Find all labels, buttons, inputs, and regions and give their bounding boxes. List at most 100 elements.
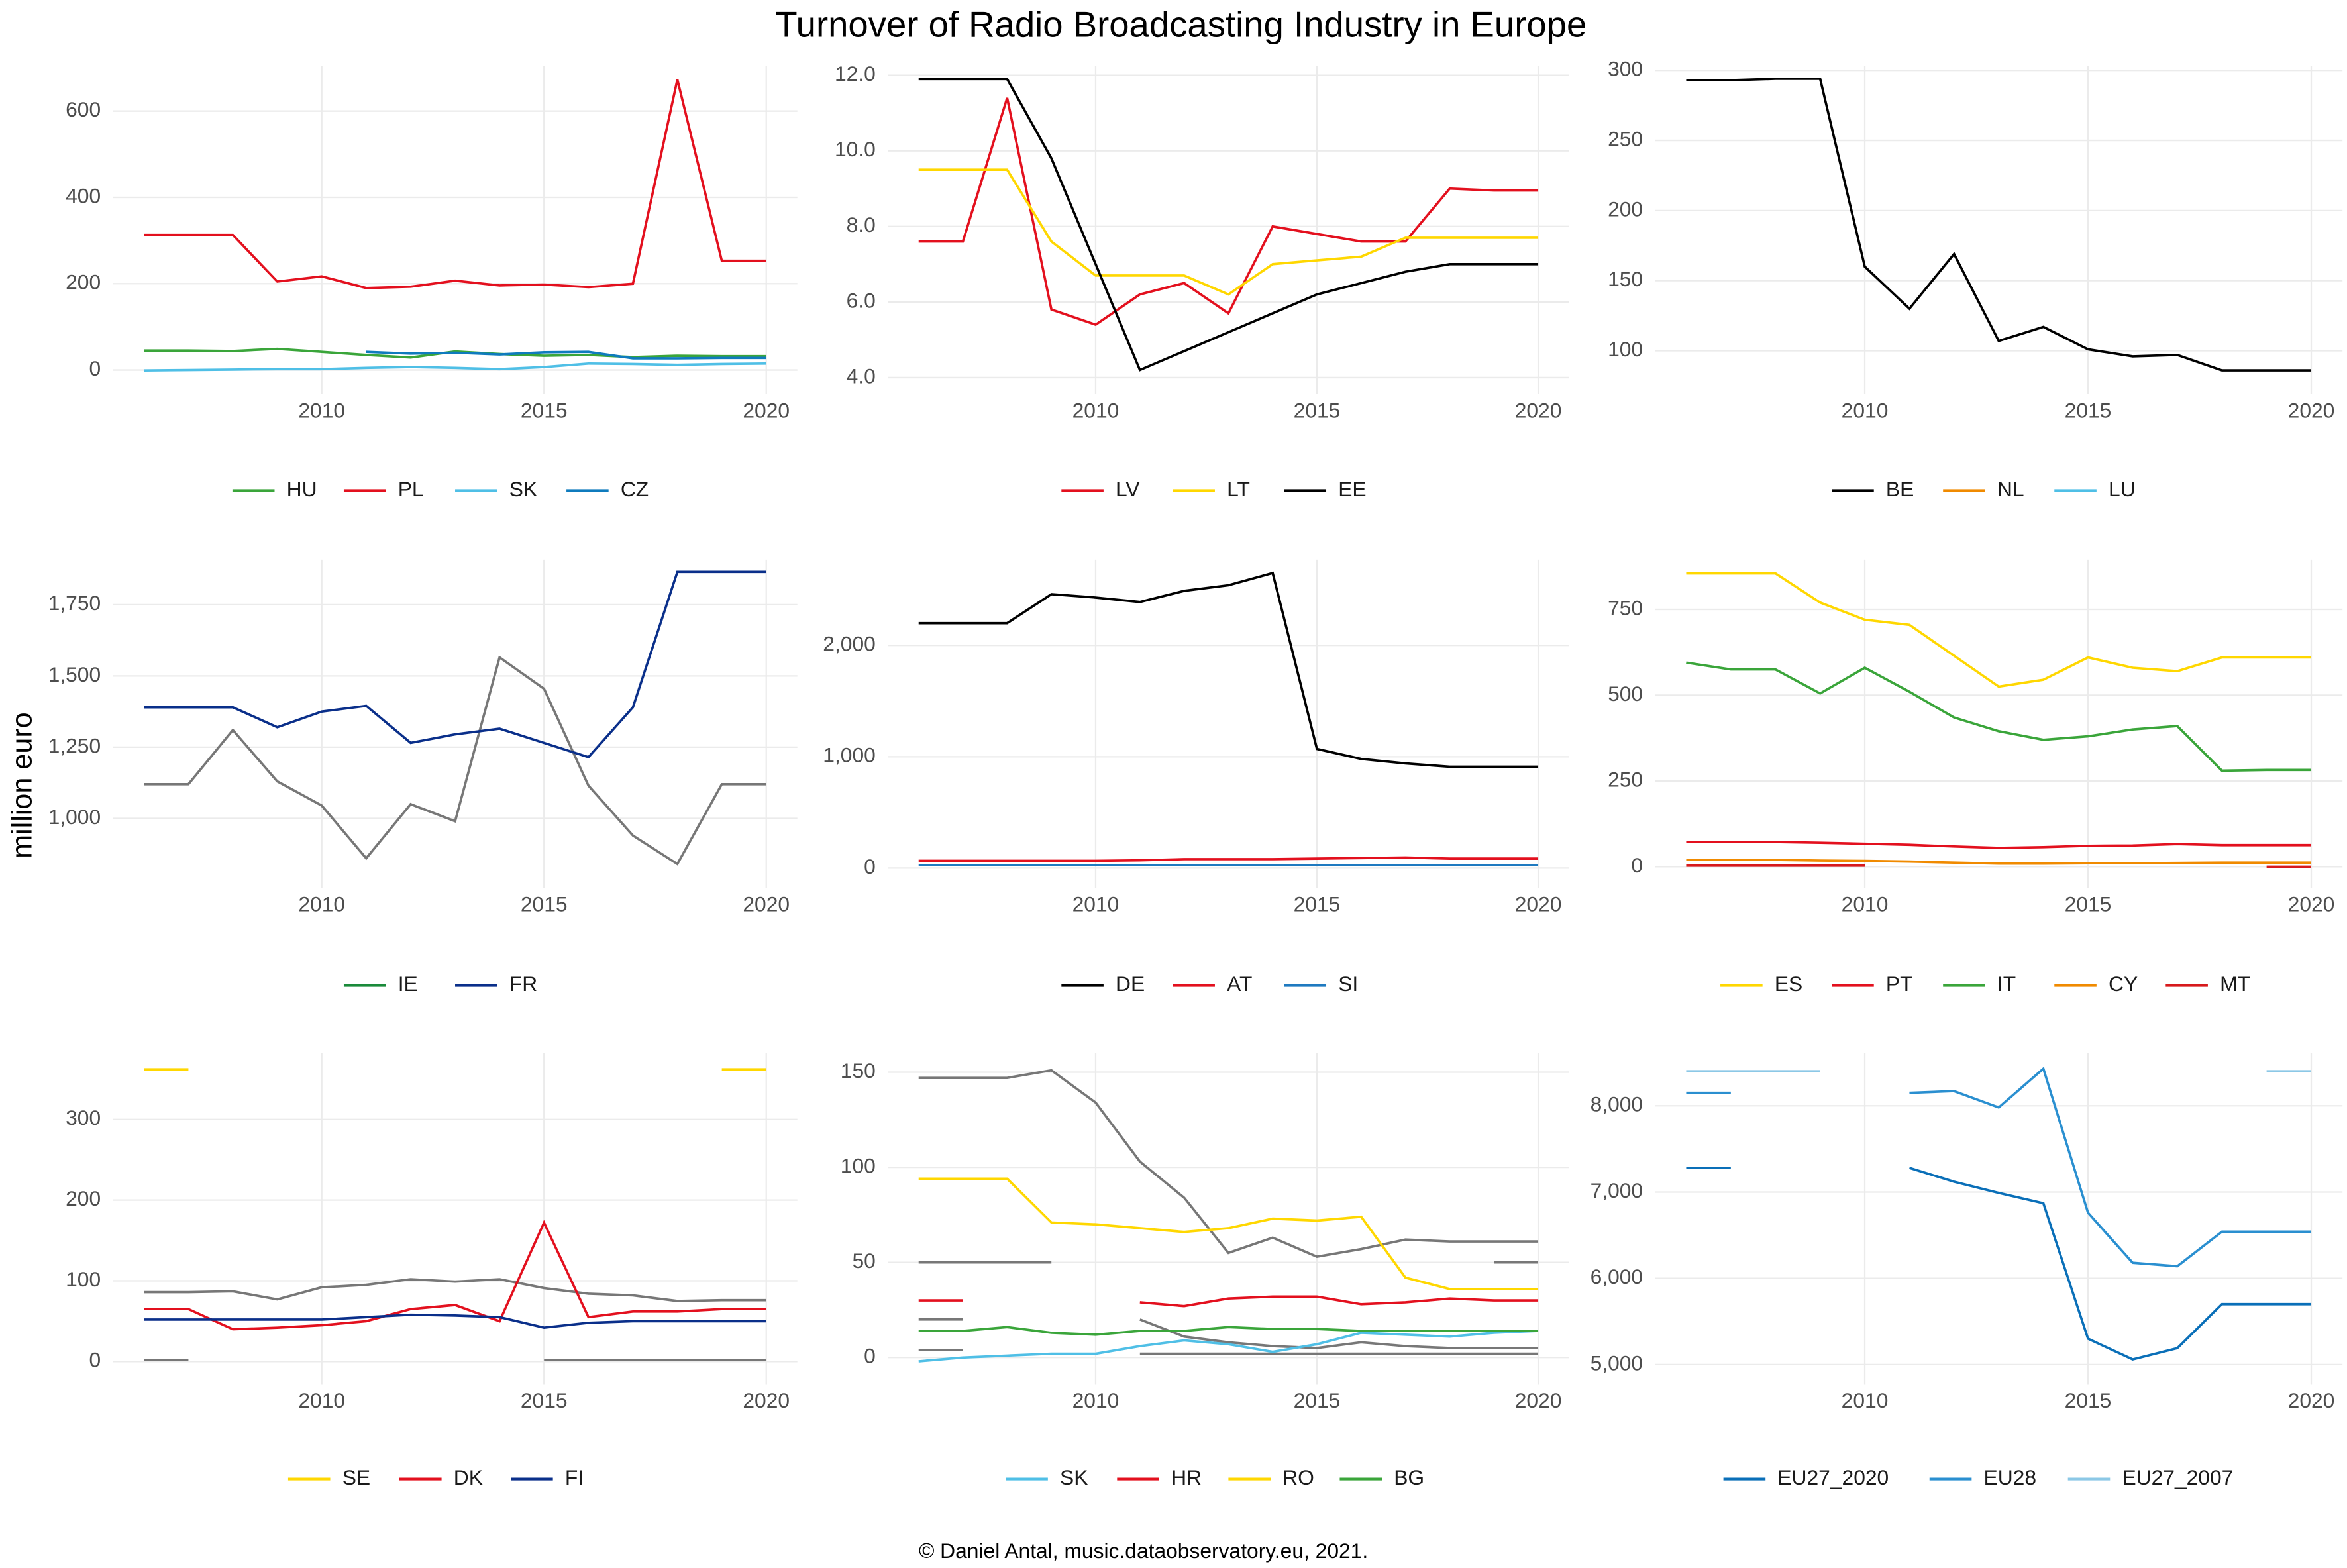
y-tick-label: 200	[1608, 197, 1643, 221]
data-line	[918, 856, 1539, 862]
x-tick-label: 2020	[2288, 399, 2335, 423]
data-line	[918, 1177, 1539, 1290]
legend-label: BG	[1394, 1465, 1424, 1489]
data-line	[366, 350, 766, 360]
panel: 4.0 6.0 8.0 10.0 12.0 2010 2015 2020 LV LT EE	[835, 62, 1569, 501]
data-line	[1908, 1167, 2312, 1361]
legend-label: EU27_2007	[2122, 1465, 2233, 1489]
legend-label: RO	[1282, 1465, 1314, 1489]
x-tick-label: 2020	[2288, 892, 2335, 916]
x-tick-label: 2015	[1294, 1388, 1341, 1412]
legend-label: ES	[1775, 972, 1802, 996]
y-tick-label: 0	[89, 1348, 101, 1372]
y-tick-label: 6.0	[847, 288, 876, 312]
y-tick-label: 6,000	[1591, 1265, 1643, 1288]
x-tick-label: 2010	[298, 892, 345, 916]
y-tick-label: 1,750	[48, 591, 101, 615]
y-tick-label: 7,000	[1591, 1178, 1643, 1202]
legend-label: MT	[2220, 972, 2250, 996]
y-tick-label: 0	[89, 356, 101, 380]
y-tick-label: 0	[864, 855, 876, 878]
x-tick-label: 2020	[1515, 892, 1562, 916]
x-tick-label: 2015	[2065, 399, 2112, 423]
legend-label: HR	[1171, 1465, 1202, 1489]
y-tick-label: 4.0	[847, 364, 876, 388]
chart-title: Turnover of Radio Broadcasting Industry …	[775, 4, 1587, 44]
data-line	[918, 571, 1539, 768]
x-tick-label: 2010	[1072, 1388, 1120, 1412]
data-line	[918, 1326, 1539, 1336]
data-line	[1139, 1318, 1539, 1349]
data-line	[918, 168, 1539, 296]
legend-label: BE	[1886, 477, 1914, 501]
y-tick-label: 100	[66, 1267, 101, 1291]
legend-label: SI	[1338, 972, 1358, 996]
y-tick-label: 200	[66, 270, 101, 294]
y-tick-label: 250	[1608, 767, 1643, 791]
panel: 0 100 200 300 2010 2015 2020 SE DK FI	[66, 1053, 798, 1489]
x-tick-label: 2010	[1842, 399, 1889, 423]
y-tick-label: 100	[1608, 337, 1643, 361]
y-tick-label: 200	[66, 1186, 101, 1210]
x-tick-label: 2010	[1072, 399, 1120, 423]
legend-label: DK	[454, 1465, 483, 1489]
legend-label: IT	[1997, 972, 2016, 996]
legend-label: PL	[398, 477, 424, 501]
legend-label: EU28	[1984, 1465, 2037, 1489]
x-tick-label: 2020	[2288, 1388, 2335, 1412]
legend-label: SE	[342, 1465, 370, 1489]
data-line	[144, 1313, 766, 1329]
y-tick-label: 8.0	[847, 213, 876, 236]
legend-label: LV	[1116, 477, 1140, 501]
x-tick-label: 2020	[743, 892, 790, 916]
legend-label: EU27_2020	[1777, 1465, 1889, 1489]
data-line	[1909, 1067, 2312, 1268]
legend-label: SK	[1060, 1465, 1088, 1489]
x-tick-label: 2020	[1515, 399, 1562, 423]
y-tick-label: 600	[66, 97, 101, 121]
panel: 0 50 100 150 2010 2015 2020 SK HR RO BG	[841, 1053, 1569, 1489]
x-tick-label: 2015	[521, 892, 568, 916]
y-tick-label: 100	[841, 1153, 876, 1177]
legend-label: IE	[398, 972, 418, 996]
y-tick-label: 400	[66, 183, 101, 207]
data-line	[144, 570, 766, 759]
x-tick-label: 2020	[1515, 1388, 1562, 1412]
data-line	[918, 78, 1539, 372]
legend-label: DE	[1116, 972, 1145, 996]
panel: 100 150 200 250 300 2010 2015 2020 BE NL LU	[1608, 57, 2343, 501]
data-line	[1686, 572, 2312, 688]
data-line	[144, 347, 766, 359]
legend-label: NL	[1997, 477, 2024, 501]
panel: 0 200 400 600 2010 2015 2020 HU PL SK CZ	[66, 66, 798, 501]
y-tick-label: 1,000	[823, 743, 876, 767]
x-tick-label: 2015	[2065, 1388, 2112, 1412]
y-tick-label: 300	[1608, 57, 1643, 81]
data-line	[144, 79, 766, 289]
legend-label: EE	[1338, 477, 1366, 501]
y-tick-label: 5,000	[1591, 1351, 1643, 1375]
data-line	[918, 97, 1539, 327]
data-line	[144, 1220, 766, 1331]
data-line	[1686, 78, 2312, 372]
y-tick-label: 250	[1608, 127, 1643, 150]
x-tick-label: 2010	[298, 1388, 345, 1412]
legend-label: CZ	[621, 477, 649, 501]
data-line	[1686, 859, 2312, 865]
y-axis-label: million euro	[7, 712, 38, 859]
legend-label: CY	[2109, 972, 2138, 996]
data-line	[144, 655, 766, 866]
y-tick-label: 1,250	[48, 733, 101, 757]
x-tick-label: 2015	[521, 399, 568, 423]
y-tick-label: 0	[1631, 853, 1643, 877]
x-tick-label: 2010	[1072, 892, 1120, 916]
data-line	[1139, 1295, 1539, 1308]
x-tick-label: 2015	[1294, 892, 1341, 916]
legend-label: FR	[509, 972, 537, 996]
legend-label: SK	[509, 477, 537, 501]
data-line	[1686, 661, 2312, 772]
panel: 1,000 1,250 1,500 1,750 2010 2015 2020 IE FR	[48, 559, 798, 996]
data-line	[1686, 841, 2312, 849]
y-tick-label: 10.0	[835, 137, 876, 161]
